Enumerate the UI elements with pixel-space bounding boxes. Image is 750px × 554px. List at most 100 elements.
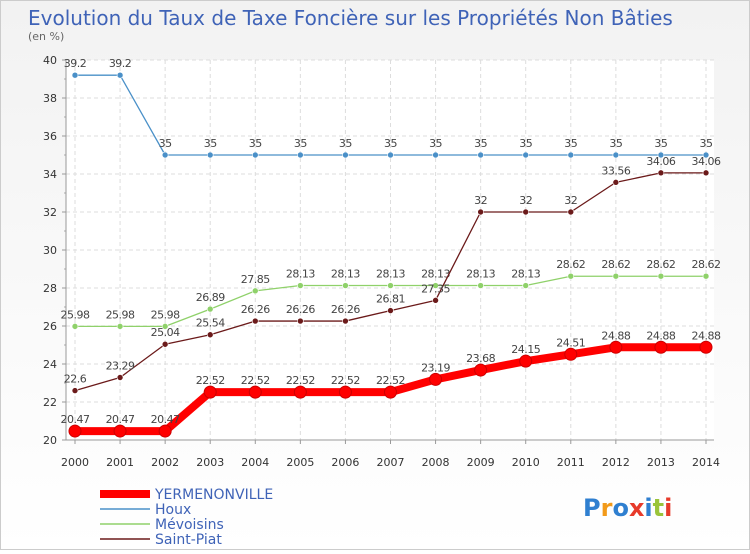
data-label: 35 [159, 137, 172, 150]
data-label: 35 [339, 137, 352, 150]
data-label: 22.52 [376, 374, 405, 387]
x-tick-label: 2010 [512, 456, 540, 469]
data-label: 28.13 [376, 268, 405, 281]
legend-label: Saint-Piat [155, 532, 222, 548]
x-tick-label: 2004 [241, 456, 269, 469]
data-point [522, 208, 530, 216]
data-label: 23.19 [421, 361, 450, 374]
series-yermenonville: 20.47 20.47 20.47 22.52 22.52 22.52 22.52 22.52… [61, 329, 721, 438]
data-label: 35 [654, 137, 667, 150]
data-point [116, 374, 124, 381]
data-point [113, 424, 127, 438]
data-point [158, 424, 172, 438]
data-point [297, 282, 304, 289]
data-label: 39.2 [64, 57, 87, 70]
data-point [384, 385, 397, 399]
data-label: 39.2 [109, 57, 132, 70]
data-label: 32 [519, 194, 532, 207]
logo-letter: o [612, 494, 629, 522]
y-tick-label: 32 [43, 206, 57, 219]
data-point [387, 282, 394, 289]
x-tick-label: 2005 [286, 456, 314, 469]
y-tick-label: 20 [43, 434, 57, 447]
data-label: 22.52 [196, 374, 225, 387]
data-point [429, 372, 443, 386]
data-label: 35 [204, 137, 217, 150]
data-point [474, 363, 488, 377]
data-label: 24.15 [511, 343, 540, 356]
legend-label: YERMENONVILLE [154, 487, 273, 503]
chart-subtitle: (en %) [28, 30, 64, 43]
data-label: 24.88 [646, 329, 675, 342]
axes: 20 22 24 26 28 30 32 34 36 38 40 2000 2001 2002 2003 20… [43, 54, 720, 469]
data-label: 22.52 [331, 374, 360, 387]
data-point [71, 323, 79, 330]
series-houx: 39.2 39.2 35 35 35 35 35 35 35 35 35 35 35 35 35 [64, 57, 713, 159]
data-point [612, 272, 620, 280]
data-point [342, 151, 349, 159]
data-point [342, 317, 349, 325]
data-label: 27.85 [241, 273, 270, 286]
data-label: 35 [294, 137, 307, 150]
x-tick-label: 2013 [647, 456, 675, 469]
y-tick-label: 38 [43, 92, 57, 105]
data-label: 25.98 [61, 308, 90, 321]
data-label: 22.52 [241, 374, 270, 387]
data-label: 28.13 [466, 268, 495, 281]
data-label: 28.13 [511, 268, 540, 281]
data-label: 28.62 [556, 258, 585, 271]
data-point [161, 340, 169, 348]
chart-title: Evolution du Taux de Taxe Foncière sur l… [28, 6, 673, 30]
data-point [522, 151, 530, 159]
data-label: 27.35 [421, 282, 450, 295]
y-tick-label: 34 [43, 168, 57, 181]
data-point [519, 354, 533, 368]
data-point [387, 151, 394, 159]
logo-letter: P [583, 494, 601, 522]
data-label: 35 [700, 137, 713, 150]
data-point [116, 323, 124, 330]
y-tick-label: 22 [43, 396, 57, 409]
data-point [342, 282, 349, 289]
data-label: 20.47 [106, 413, 135, 426]
logo-letter: r [601, 494, 613, 522]
data-point [699, 340, 713, 354]
data-label: 22.52 [286, 374, 315, 387]
data-point [161, 151, 169, 159]
data-label: 28.62 [692, 258, 721, 271]
x-tick-label: 2011 [557, 456, 585, 469]
data-label: 26.26 [241, 303, 270, 316]
data-label: 35 [474, 137, 487, 150]
data-point [477, 208, 484, 216]
data-label: 35 [384, 137, 397, 150]
data-point [203, 385, 217, 399]
data-label: 35 [249, 137, 262, 150]
data-point [702, 272, 710, 280]
data-point [432, 151, 439, 159]
logo-letter: x [629, 494, 645, 522]
data-point [206, 331, 214, 339]
data-label: 25.98 [106, 308, 135, 321]
data-point [657, 169, 665, 177]
x-tick-label: 2002 [151, 456, 179, 469]
data-label: 20.47 [151, 413, 180, 426]
data-point [477, 151, 484, 159]
data-label: 24.88 [692, 329, 721, 342]
data-point [116, 71, 124, 79]
data-point [702, 169, 710, 177]
data-point [522, 282, 530, 289]
x-tick-label: 2007 [377, 456, 405, 469]
data-point [432, 297, 439, 304]
data-label: 25.04 [151, 326, 180, 339]
data-point [251, 287, 259, 295]
data-label: 26.26 [286, 303, 315, 316]
data-point [567, 208, 575, 216]
logo-letter: i [664, 494, 672, 522]
x-tick-label: 2003 [196, 456, 224, 469]
data-label: 35 [609, 137, 622, 150]
data-label: 33.56 [601, 164, 630, 177]
data-point [297, 317, 304, 325]
